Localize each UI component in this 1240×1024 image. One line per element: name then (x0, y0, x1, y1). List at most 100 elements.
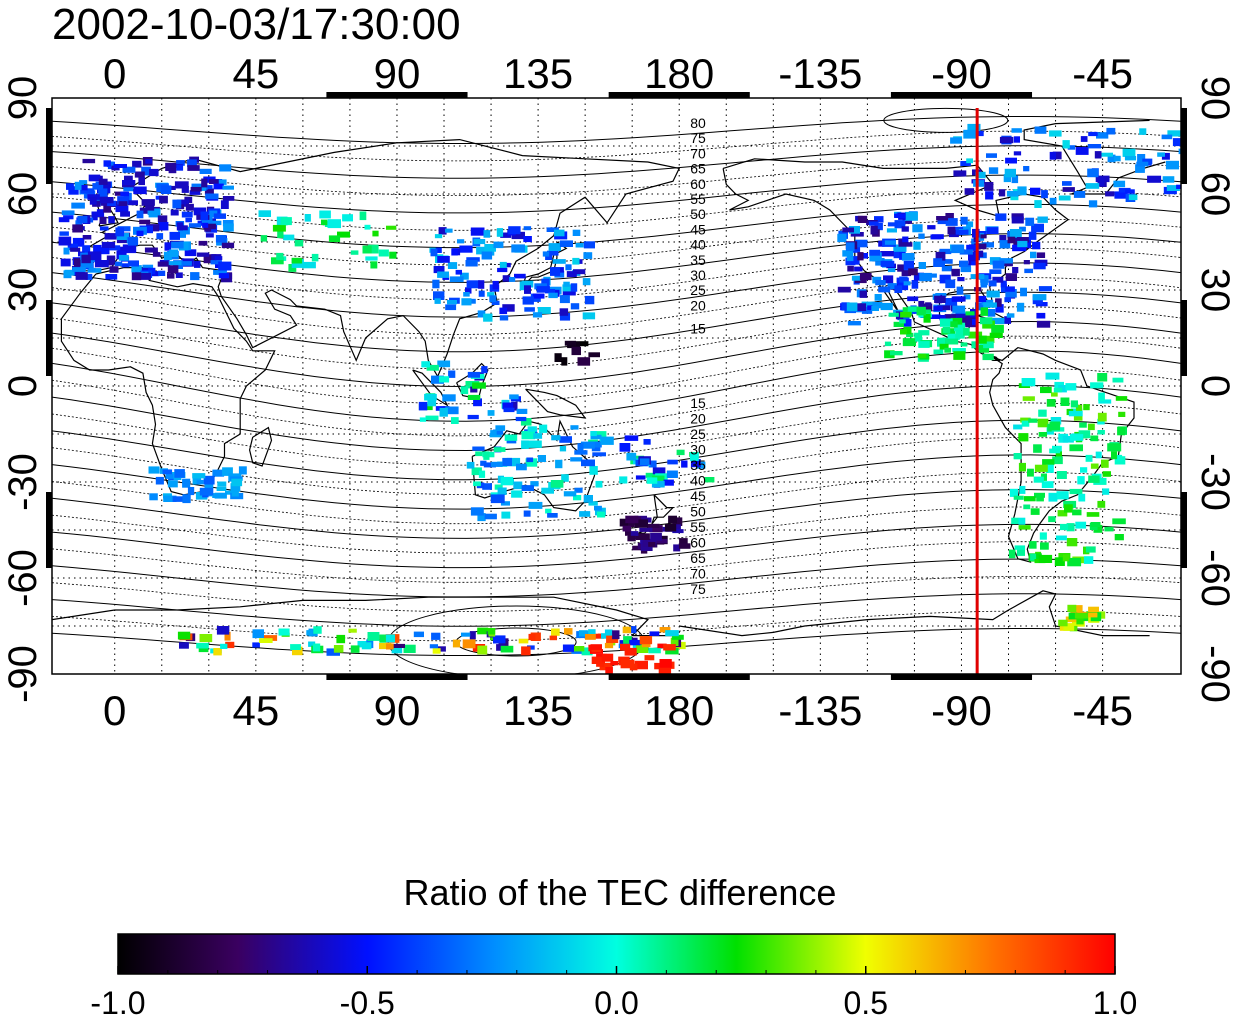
tec-data-cell (477, 645, 488, 655)
magnetic-contour (52, 367, 1181, 437)
tec-data-cell (430, 248, 438, 257)
tec-data-cell (219, 164, 232, 172)
tec-data-cell (437, 271, 449, 278)
tec-data-cell (978, 335, 987, 344)
tec-data-cell (1073, 412, 1083, 421)
tec-data-cell (60, 258, 71, 267)
tec-data-cell (501, 511, 511, 519)
tec-data-cell (1049, 151, 1056, 160)
tec-data-cell (594, 633, 604, 639)
tec-data-cell (361, 642, 372, 650)
contour-label: 45 (690, 221, 706, 237)
tec-data-cell (1088, 131, 1098, 137)
tec-data-cell (1097, 412, 1107, 422)
tec-data-cell (874, 216, 884, 223)
tec-data-cell (927, 225, 936, 230)
tec-data-cell (122, 166, 136, 173)
tec-data-cell (66, 183, 74, 190)
tec-data-cell (499, 261, 507, 271)
tec-data-cell (174, 469, 185, 478)
tec-data-cell (650, 532, 662, 541)
magnetic-contour (52, 247, 1181, 301)
tec-data-cell (478, 290, 485, 297)
tec-data-cell (96, 209, 105, 218)
tec-data-cell (431, 632, 441, 640)
tec-data-cell (326, 648, 340, 656)
tec-data-cell (1036, 496, 1044, 502)
tec-data-cell (589, 466, 598, 475)
tec-data-cell (108, 216, 115, 224)
tec-data-cell (421, 361, 431, 368)
tec-data-cell (992, 260, 1005, 269)
tec-data-cell (654, 662, 664, 670)
tec-data-cell (209, 210, 218, 218)
tec-data-cell (939, 343, 949, 350)
tec-data-cell (657, 643, 667, 649)
tec-data-cell (101, 241, 116, 248)
tec-data-cell (496, 228, 504, 237)
tec-data-cell (646, 477, 658, 484)
tec-data-cell (664, 524, 677, 532)
tec-data-cell (524, 285, 531, 294)
border-bar-top (890, 92, 1033, 98)
tec-data-cell (362, 245, 372, 254)
tec-data-cell (894, 220, 906, 229)
tec-data-cell (552, 259, 566, 264)
tec-data-cell (1060, 397, 1070, 406)
tec-data-cell (1038, 286, 1052, 292)
tec-data-cell (562, 644, 574, 652)
tec-data-cell (533, 433, 543, 439)
tec-data-cell (157, 261, 171, 267)
tec-data-cell (1104, 526, 1114, 532)
tec-data-cell (511, 231, 525, 240)
tec-data-cell (302, 261, 316, 269)
tec-data-cell (221, 242, 235, 249)
tec-data-cell (561, 357, 568, 366)
tec-data-cell (1112, 377, 1124, 383)
tec-data-cell (1005, 286, 1015, 292)
tec-data-cell (493, 635, 506, 644)
tec-data-cell (155, 195, 163, 200)
tec-data-cell (167, 480, 178, 488)
tec-data-cell (124, 175, 133, 182)
tec-data-cell (1113, 155, 1121, 162)
contour-label: 55 (690, 191, 706, 207)
tec-data-cell (654, 538, 668, 544)
tec-data-cell (591, 656, 605, 664)
tec-data-cell (115, 227, 125, 237)
tec-data-cell (1011, 175, 1019, 184)
tec-data-cell (484, 513, 497, 520)
tec-data-cell (461, 632, 471, 637)
tec-data-cell (960, 161, 971, 166)
tec-data-cell (925, 302, 932, 307)
tec-data-cell (120, 191, 130, 197)
tec-data-cell (1064, 504, 1073, 513)
tec-data-cell (966, 221, 974, 228)
tec-data-cell (465, 287, 472, 294)
tec-data-cell (134, 171, 145, 178)
tec-data-cell (1013, 453, 1022, 460)
tec-data-cell (520, 418, 532, 426)
tec-data-cell (572, 257, 580, 265)
tec-data-cell (442, 394, 456, 402)
tec-data-cell (106, 255, 116, 263)
tec-data-cell (842, 250, 854, 257)
tec-data-cell (1023, 496, 1036, 502)
tec-data-cell (1004, 297, 1011, 303)
tec-data-cell (854, 278, 867, 284)
tec-data-cell (504, 434, 518, 441)
tec-data-cell (222, 467, 233, 476)
tec-data-cell (559, 308, 569, 316)
tec-data-cell (391, 646, 403, 654)
contour-label: 50 (690, 206, 706, 222)
magnetic-contour (52, 277, 1181, 335)
tec-data-cell (169, 231, 180, 240)
magnetic-contour (52, 471, 1181, 525)
tec-data-cell (179, 261, 192, 266)
tec-data-cell (419, 417, 427, 422)
tec-data-cell (437, 360, 451, 368)
tec-data-cell (875, 258, 885, 266)
tec-data-cell (941, 259, 953, 264)
tec-data-cell (131, 265, 142, 273)
tec-data-cell (508, 226, 521, 235)
